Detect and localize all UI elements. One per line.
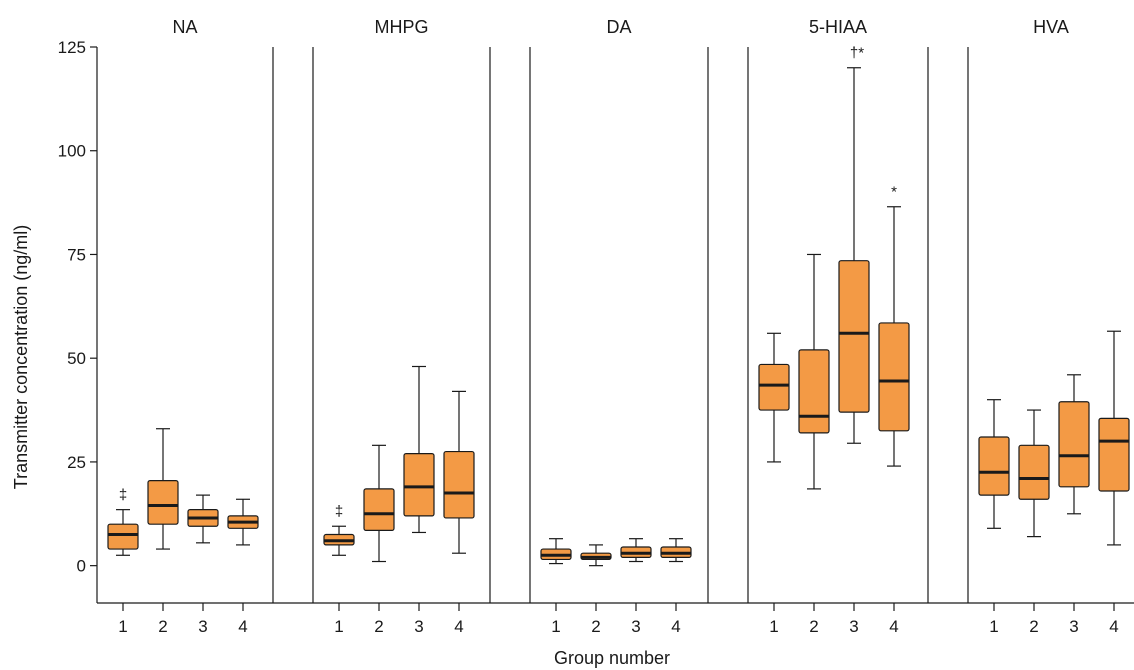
box-group-1: 1	[540, 538, 572, 636]
x-tick-label: 1	[989, 617, 998, 636]
box-group-2: 2	[363, 444, 395, 636]
x-tick-label: 1	[334, 617, 343, 636]
significance-mark: †*	[850, 45, 864, 62]
y-tick-label: 25	[67, 453, 86, 472]
iqr-box	[978, 436, 1010, 496]
x-tick-label: 3	[631, 617, 640, 636]
x-tick-label: 3	[849, 617, 858, 636]
box-group-3: 3	[620, 538, 652, 636]
y-tick-label: 100	[58, 142, 86, 161]
iqr-box	[798, 349, 830, 434]
box-group-1: 1	[978, 399, 1010, 636]
box-group-4: *4	[878, 184, 910, 636]
y-tick-label: 50	[67, 349, 86, 368]
y-axis-label: Transmitter concentration (ng/ml)	[11, 225, 31, 489]
box-group-3: 3	[403, 365, 435, 636]
y-tick-label: 75	[67, 245, 86, 264]
iqr-box	[878, 322, 910, 432]
box-group-4: 4	[660, 538, 692, 636]
iqr-box	[1058, 401, 1090, 488]
y-tick-label: 0	[77, 557, 86, 576]
x-tick-label: 3	[414, 617, 423, 636]
y-tick-label: 125	[58, 38, 86, 57]
iqr-box	[758, 363, 790, 411]
iqr-box	[403, 453, 435, 517]
panel-hva: HVA 1 2 3 4	[967, 17, 1130, 636]
x-tick-label: 2	[158, 617, 167, 636]
x-tick-label: 2	[591, 617, 600, 636]
iqr-box	[443, 450, 475, 519]
box-group-4: 4	[1098, 330, 1130, 636]
x-tick-label: 4	[238, 617, 247, 636]
box-group-3: †* 3	[838, 45, 870, 636]
significance-mark: ‡	[119, 487, 127, 504]
box-group-4: 4	[227, 498, 259, 636]
iqr-box	[838, 260, 870, 413]
x-tick-label: 4	[671, 617, 680, 636]
x-tick-label: 2	[1029, 617, 1038, 636]
x-tick-label: 1	[118, 617, 127, 636]
x-tick-label: 3	[198, 617, 207, 636]
x-tick-label: 4	[889, 617, 898, 636]
box-group-2: 2	[1018, 409, 1050, 636]
significance-mark: ‡	[335, 503, 343, 520]
panel-title: 5-HIAA	[809, 17, 867, 37]
box-group-1: 1	[758, 332, 790, 636]
box-group-1: ‡1	[323, 503, 355, 636]
box-group-2: 2	[580, 544, 612, 636]
x-tick-label: 2	[809, 617, 818, 636]
panel-title: MHPG	[375, 17, 429, 37]
iqr-box	[147, 479, 179, 525]
x-tick-label: 4	[1109, 617, 1118, 636]
x-tick-label: 1	[769, 617, 778, 636]
iqr-box	[363, 488, 395, 531]
axes-layer: 0 25 50 75 100 125	[58, 38, 1134, 604]
panel-title: HVA	[1033, 17, 1069, 37]
box-group-3: 3	[1058, 374, 1090, 636]
panel-title: DA	[606, 17, 631, 37]
panel-mhpg: MHPG‡1 2 3 4	[312, 17, 491, 636]
iqr-box	[1098, 417, 1130, 492]
iqr-box	[107, 523, 139, 550]
x-axis-label: Group number	[554, 648, 670, 668]
box-group-1: ‡1	[107, 487, 139, 636]
x-tick-label: 4	[454, 617, 463, 636]
box-group-2: 2	[147, 428, 179, 636]
panel-title: NA	[172, 17, 197, 37]
x-tick-label: 3	[1069, 617, 1078, 636]
box-group-2: 2	[798, 253, 830, 636]
box-group-4: 4	[443, 390, 475, 636]
significance-mark: *	[891, 184, 897, 201]
x-tick-label: 1	[551, 617, 560, 636]
box-group-3: 3	[187, 494, 219, 636]
x-tick-label: 2	[374, 617, 383, 636]
iqr-box	[1018, 444, 1050, 500]
panel-da: DA 1 2 3 4	[529, 17, 709, 636]
panel-na: NA‡1 2 3 4	[107, 17, 274, 636]
